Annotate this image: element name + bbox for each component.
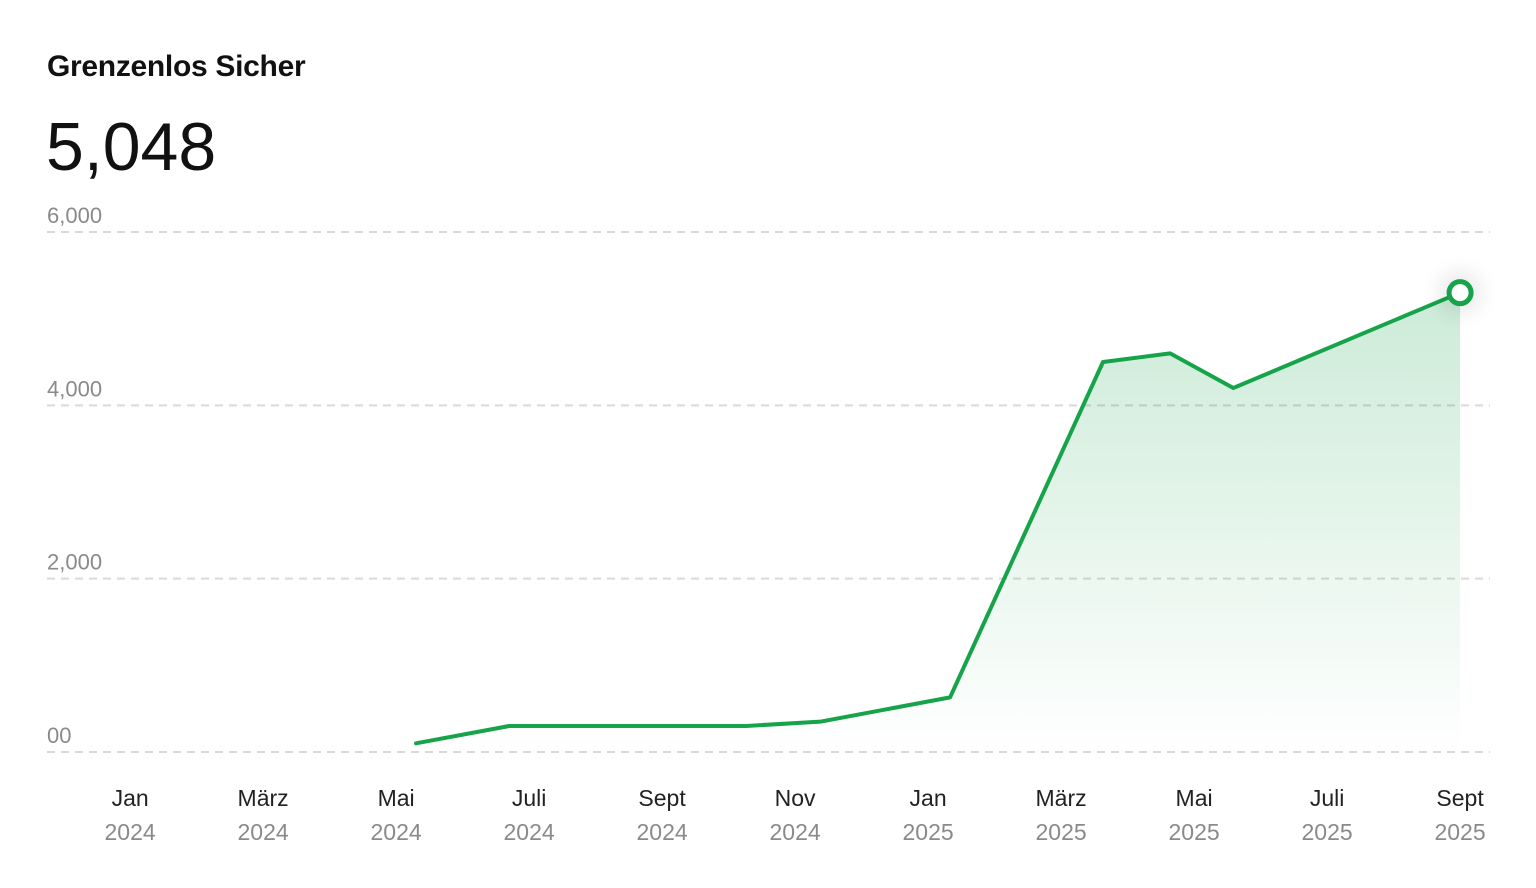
x-tick-label: Sept 2024 xyxy=(636,785,688,845)
x-tick-label: Jan 2024 xyxy=(104,785,156,845)
x-tick-label: Juli 2024 xyxy=(503,785,555,845)
y-tick-label: 00 xyxy=(47,723,71,748)
x-tick-label: Mai 2024 xyxy=(370,785,422,845)
y-tick-label: 2,000 xyxy=(47,550,102,575)
x-tick-label: März 2025 xyxy=(1035,785,1087,845)
area xyxy=(416,292,1461,752)
y-tick-label: 4,000 xyxy=(47,376,102,401)
chart-title: Grenzenlos Sicher xyxy=(47,50,306,83)
x-tick-label: Mai 2025 xyxy=(1168,785,1220,845)
x-tick-label: Juli 2025 xyxy=(1301,785,1353,845)
x-tick-label: Nov 2024 xyxy=(769,785,821,845)
x-tick-label: Jan 2025 xyxy=(902,785,954,845)
headline-value: 5,048 xyxy=(46,109,217,185)
endpoint-marker xyxy=(1446,279,1474,307)
x-tick-label: Sept 2025 xyxy=(1434,785,1486,845)
y-tick-label: 6,000 xyxy=(47,203,102,228)
x-tick-label: März 2024 xyxy=(237,785,289,845)
line xyxy=(414,290,1463,746)
